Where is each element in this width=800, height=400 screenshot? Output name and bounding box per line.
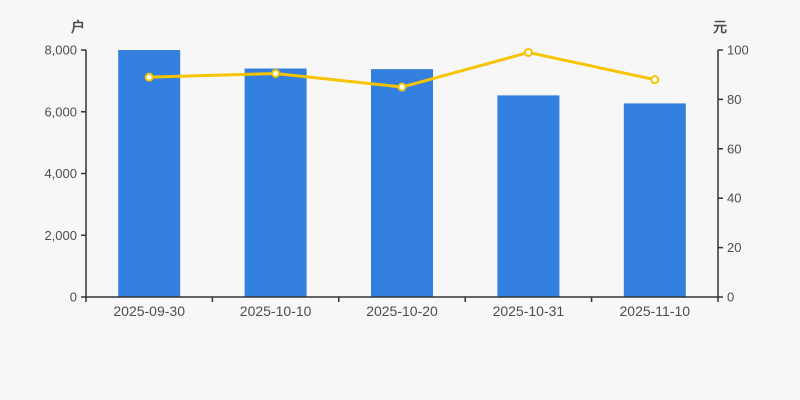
right-axis-tick-label: 0 [727, 290, 734, 305]
right-axis-tick-label: 100 [727, 43, 749, 58]
right-axis-tick-label: 80 [727, 92, 741, 107]
bar-2025-10-31[interactable] [497, 95, 560, 297]
right-axis-tick-label: 20 [727, 240, 741, 255]
right-axis-tick-label: 40 [727, 191, 741, 206]
x-axis-tick-label: 2025-11-10 [620, 303, 691, 319]
line-point-2025-09-30[interactable] [144, 72, 154, 82]
right-axis-unit-label: 元 [713, 19, 727, 35]
x-axis-tick-label: 2025-10-20 [366, 303, 438, 319]
right-axis-tick-label: 60 [727, 141, 741, 156]
left-axis-tick-label: 0 [70, 290, 77, 305]
bar-2025-10-20[interactable] [371, 69, 433, 297]
x-axis-tick-label: 2025-10-31 [493, 303, 565, 319]
left-axis-tick-label: 6,000 [44, 104, 77, 119]
x-axis-tick-label: 2025-10-10 [240, 303, 312, 319]
line-point-2025-11-10[interactable] [650, 75, 660, 85]
left-axis-tick-label: 8,000 [44, 43, 77, 58]
line-point-2025-10-10[interactable] [271, 68, 281, 78]
left-axis-tick-label: 4,000 [44, 166, 77, 181]
x-axis-tick-label: 2025-09-30 [113, 303, 185, 319]
left-axis-tick-label: 2,000 [44, 228, 77, 243]
bar-2025-10-10[interactable] [244, 68, 307, 298]
left-axis-unit-label: 户 [71, 19, 85, 35]
bar-2025-11-10[interactable] [623, 103, 686, 297]
bar-2025-09-30[interactable] [118, 50, 181, 297]
line-point-2025-10-20[interactable] [397, 82, 407, 92]
line-point-2025-10-31[interactable] [523, 47, 533, 57]
